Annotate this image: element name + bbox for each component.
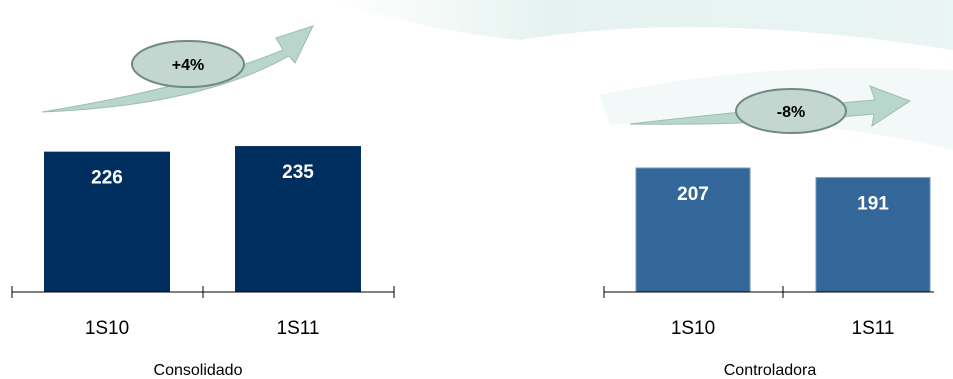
consolidado-chart: +4% 226 235 1S10 1S11 Consolidado [11,25,395,379]
controladora-chart: -8% 207 191 1S10 1S11 Controladora [603,85,934,379]
bars-group: 207 191 [635,167,931,293]
change-badge-text: -8% [777,104,805,121]
data-label-1S11: 191 [857,194,889,215]
bar-1S11 [815,177,931,293]
growth-arrow [41,25,314,113]
x-tick-label-1S11: 1S11 [852,318,895,339]
change-badge: -8% [735,88,847,134]
data-label-1S10: 226 [91,168,123,189]
x-tick-labels: 1S10 1S11 [85,318,320,339]
chart-title: Controladora [724,362,817,379]
x-tick-label-1S10: 1S10 [85,318,129,339]
bar-1S10 [635,167,751,293]
chart-title: Consolidado [154,362,243,379]
bar-1S11 [235,146,361,292]
bar-1S10 [44,151,170,292]
change-badge: +4% [131,40,245,88]
x-axis [11,286,395,298]
x-tick-label-1S10: 1S10 [671,318,715,339]
data-label-1S11: 235 [282,162,314,183]
change-badge-text: +4% [172,57,204,74]
x-tick-labels: 1S10 1S11 [671,318,895,339]
x-axis [603,286,934,298]
x-tick-label-1S11: 1S11 [277,318,320,339]
data-label-1S10: 207 [677,184,709,205]
bars-group: 226 235 [44,146,361,292]
